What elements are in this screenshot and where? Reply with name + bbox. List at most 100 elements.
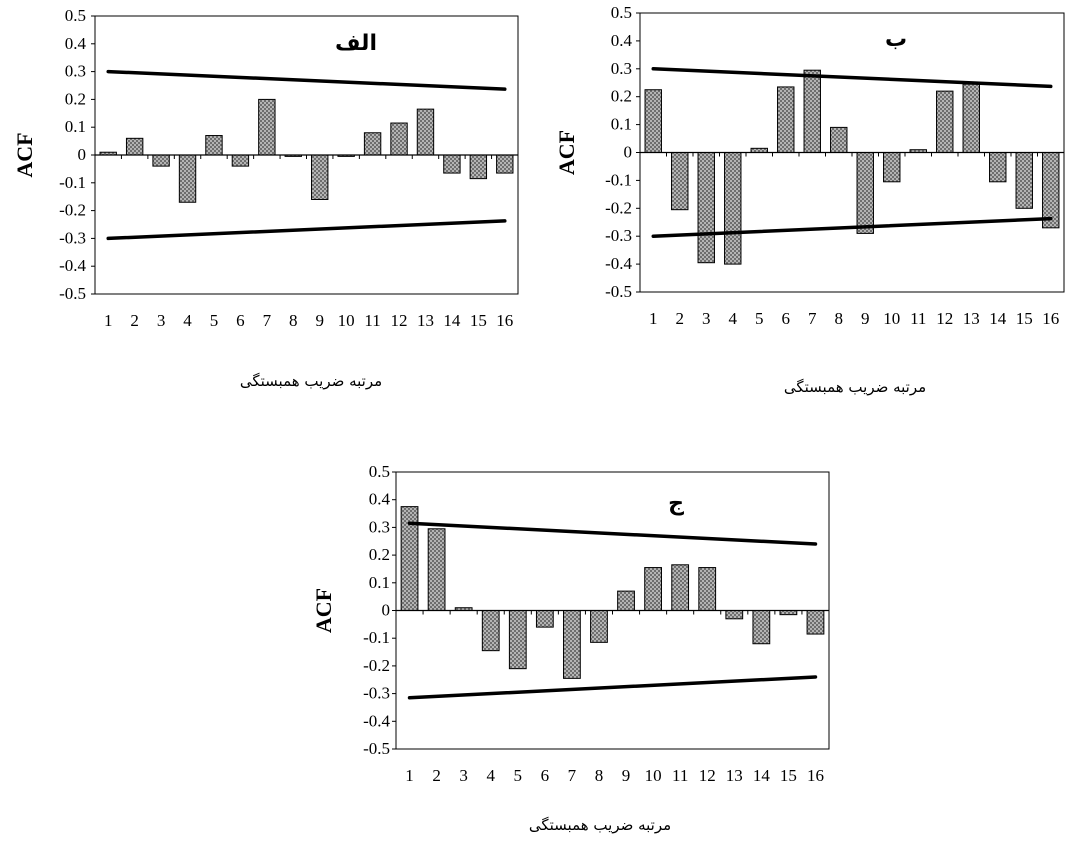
x-tick-label: 8 bbox=[289, 311, 298, 330]
acf-bar bbox=[883, 152, 901, 183]
y-tick-label: -0.1 bbox=[363, 628, 390, 647]
acf-bar bbox=[617, 590, 635, 611]
y-tick-label: -0.5 bbox=[363, 739, 390, 758]
y-tick-label: -0.1 bbox=[59, 173, 86, 192]
x-tick-label: 16 bbox=[496, 311, 513, 330]
x-tick-label: 16 bbox=[1042, 309, 1059, 328]
y-tick-label: 0.2 bbox=[611, 87, 632, 106]
x-tick-label: 3 bbox=[702, 309, 711, 328]
y-tick-label: 0.3 bbox=[611, 59, 632, 78]
acf-bar bbox=[125, 137, 144, 156]
x-tick-label: 16 bbox=[807, 766, 824, 785]
acf-bar bbox=[231, 154, 250, 167]
acf-bar bbox=[390, 122, 408, 156]
acf-bar bbox=[750, 147, 768, 154]
acf-bar bbox=[481, 610, 500, 652]
y-tick-label: -0.3 bbox=[59, 228, 86, 247]
acf-bar bbox=[363, 132, 382, 156]
x-tick-label: 8 bbox=[835, 309, 844, 328]
lower-bound-line bbox=[407, 675, 818, 700]
y-tick-label: -0.4 bbox=[605, 254, 632, 273]
x-tick-label: 1 bbox=[104, 311, 113, 330]
acf-bar bbox=[644, 567, 662, 612]
acf-bar bbox=[178, 154, 197, 203]
acf-bar bbox=[698, 567, 717, 612]
x-tick-label: 14 bbox=[989, 309, 1007, 328]
acf-bar bbox=[508, 610, 527, 670]
acf-bar bbox=[563, 610, 581, 679]
x-tick-label: 5 bbox=[514, 766, 523, 785]
x-tick-label: 10 bbox=[645, 766, 662, 785]
y-tick-label: 0.5 bbox=[369, 462, 390, 481]
y-tick-label: -0.5 bbox=[59, 284, 86, 303]
y-tick-label: -0.2 bbox=[363, 656, 390, 675]
acf-bar bbox=[830, 126, 848, 153]
acf-bar bbox=[152, 154, 170, 167]
x-axis-label: مرتبه ضریب همبستگی bbox=[529, 816, 671, 834]
acf-bar bbox=[697, 152, 715, 264]
lower-bound-line bbox=[106, 219, 507, 241]
acf-bar bbox=[427, 528, 446, 611]
x-tick-label: 9 bbox=[861, 309, 870, 328]
y-tick-label: 0.5 bbox=[65, 6, 86, 25]
y-tick-label: 0.3 bbox=[369, 517, 390, 536]
x-tick-label: 15 bbox=[1016, 309, 1033, 328]
x-tick-label: 6 bbox=[541, 766, 550, 785]
acf-bar bbox=[856, 152, 874, 234]
y-tick-label: -0.2 bbox=[605, 198, 632, 217]
y-tick-label: 0.2 bbox=[65, 89, 86, 108]
x-tick-label: 4 bbox=[183, 311, 192, 330]
x-tick-label: 2 bbox=[130, 311, 139, 330]
x-tick-label: 9 bbox=[622, 766, 631, 785]
x-tick-label: 11 bbox=[910, 309, 926, 328]
lower-bound-line bbox=[651, 216, 1053, 238]
acf-bar bbox=[752, 610, 771, 645]
y-tick-label: -0.3 bbox=[363, 684, 390, 703]
acf-bar bbox=[258, 98, 276, 156]
x-tick-label: 13 bbox=[726, 766, 743, 785]
x-tick-label: 14 bbox=[443, 311, 461, 330]
acf-bar bbox=[671, 564, 690, 611]
x-tick-label: 12 bbox=[391, 311, 408, 330]
acf-bar bbox=[671, 152, 689, 211]
panel-title: ب bbox=[885, 27, 907, 52]
acf-bar bbox=[962, 83, 980, 153]
x-tick-label: 13 bbox=[417, 311, 434, 330]
y-axis-label: ACF bbox=[311, 588, 336, 633]
panel-title: الف bbox=[335, 31, 377, 56]
acf-bar bbox=[989, 152, 1007, 183]
x-tick-label: 7 bbox=[263, 311, 272, 330]
y-tick-label: 0 bbox=[624, 143, 633, 162]
x-axis-label: مرتبه ضریب همبستگی bbox=[784, 378, 926, 396]
x-tick-label: 13 bbox=[963, 309, 980, 328]
acf-bar bbox=[443, 154, 461, 174]
upper-bound-line bbox=[106, 69, 507, 91]
y-tick-label: -0.2 bbox=[59, 201, 86, 220]
acf-panel-1: 0.50.40.30.20.10-0.1-0.2-0.3-0.4-0.51 2 3 4… bbox=[12, 6, 519, 390]
x-tick-label: 12 bbox=[699, 766, 716, 785]
acf-bar bbox=[469, 154, 488, 180]
x-tick-label: 15 bbox=[780, 766, 797, 785]
x-tick-label: 5 bbox=[755, 309, 764, 328]
acf-bar bbox=[311, 154, 329, 200]
y-tick-label: -0.4 bbox=[363, 711, 390, 730]
upper-bound-line bbox=[407, 521, 818, 546]
x-tick-label: 12 bbox=[936, 309, 953, 328]
acf-bar bbox=[1042, 152, 1060, 229]
acf-bar bbox=[777, 86, 795, 153]
y-tick-label: 0.1 bbox=[369, 573, 390, 592]
y-tick-label: 0 bbox=[382, 601, 391, 620]
y-tick-label: -0.1 bbox=[605, 170, 632, 189]
x-tick-label: 8 bbox=[595, 766, 604, 785]
y-tick-label: 0.4 bbox=[65, 34, 87, 53]
x-tick-label: 3 bbox=[459, 766, 468, 785]
x-tick-label: 14 bbox=[753, 766, 771, 785]
acf-bar bbox=[725, 610, 744, 620]
x-tick-label: 5 bbox=[210, 311, 219, 330]
y-axis-label: ACF bbox=[12, 132, 37, 177]
x-tick-label: 7 bbox=[568, 766, 577, 785]
y-tick-label: 0.4 bbox=[369, 490, 391, 509]
y-tick-label: -0.3 bbox=[605, 226, 632, 245]
acf-bar bbox=[806, 610, 825, 635]
